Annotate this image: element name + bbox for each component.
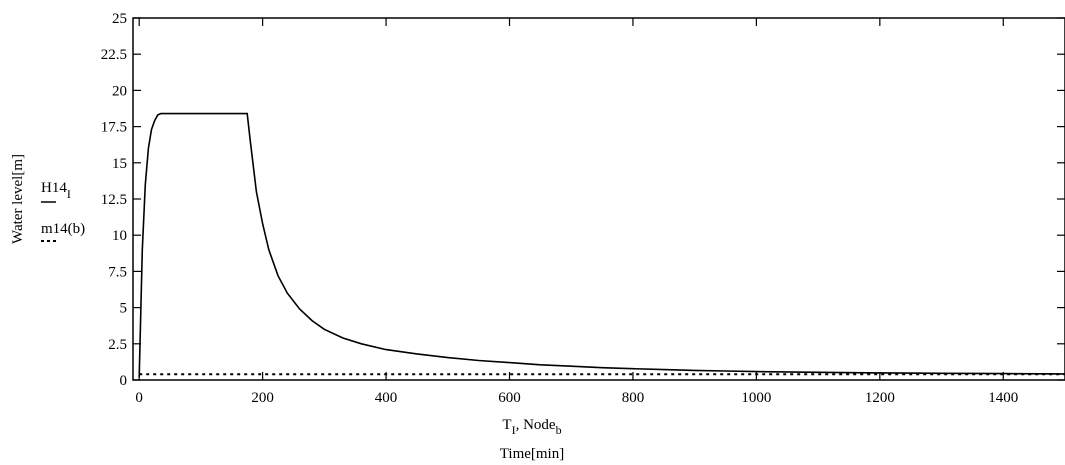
legend: H14I m14(b) xyxy=(41,180,85,242)
legend-m14: m14(b) xyxy=(41,221,85,237)
y-tick-label: 12.5 xyxy=(101,192,127,208)
legend-h14: H14I xyxy=(41,180,71,201)
plot-frame xyxy=(132,17,1065,381)
y-ticks-right xyxy=(1057,17,1065,381)
y-tick-label: 17.5 xyxy=(101,120,127,136)
x-tick-label: 600 xyxy=(498,390,521,406)
x-ticks-top xyxy=(138,18,1004,26)
y-tick-label: 25 xyxy=(112,11,127,27)
x-tick-label: 1000 xyxy=(741,390,771,406)
y-ticks-left: 0 2.5 5 7.5 10 12.5 15 17.5 20 22.5 25 xyxy=(101,11,141,389)
x-tick-label: 0 xyxy=(135,390,143,406)
x-axis-label: Time[min] xyxy=(500,446,564,462)
y-tick-label: 10 xyxy=(112,228,127,244)
x-tick-label: 1400 xyxy=(988,390,1018,406)
y-tick-label: 2.5 xyxy=(108,337,127,353)
x-tick-label: 400 xyxy=(375,390,398,406)
y-tick-label: 15 xyxy=(112,156,127,172)
series-layer xyxy=(138,112,1065,378)
x-tick-label: 200 xyxy=(251,390,274,406)
x-axis-vars: TI, Nodeb xyxy=(502,417,561,437)
y-tick-label: 20 xyxy=(112,83,127,99)
series-line-0 xyxy=(138,112,1065,378)
x-tick-label: 800 xyxy=(622,390,645,406)
y-tick-label: 0 xyxy=(120,373,128,389)
y-tick-label: 7.5 xyxy=(108,264,127,280)
x-tick-label: 1200 xyxy=(865,390,895,406)
x-ticks-bottom: 0 200 400 600 800 1000 1200 1400 xyxy=(135,372,1018,406)
y-axis-legend: Water level[m] xyxy=(10,154,26,244)
y-tick-label: 5 xyxy=(120,301,128,317)
y-axis-label: Water level[m] xyxy=(10,154,26,244)
y-tick-label: 22.5 xyxy=(101,47,127,63)
